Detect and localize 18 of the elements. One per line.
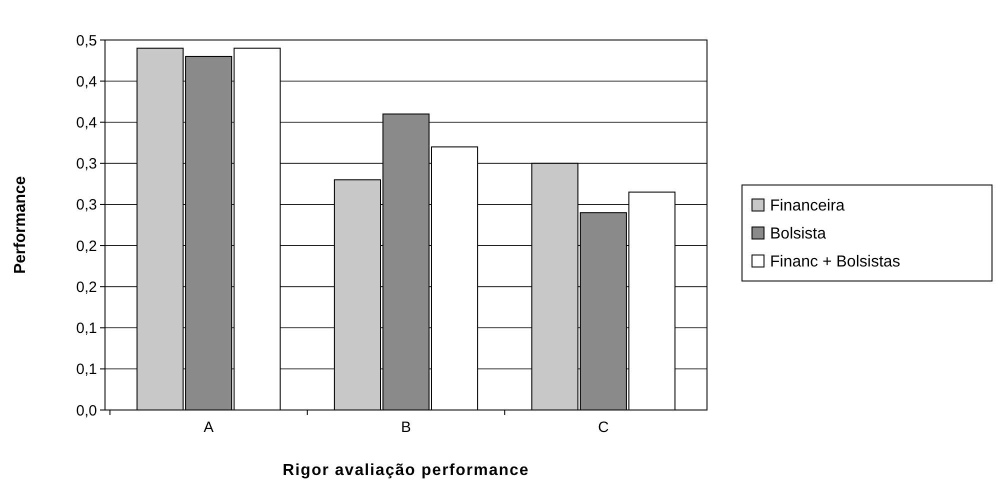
x-tick-label: A [204,419,214,436]
y-tick-label: 0,1 [76,361,97,378]
y-tick-label: 0,1 [76,320,97,338]
x-tick-label: C [598,419,609,436]
y-tick-label: 0,0 [76,402,97,420]
y-tick-label: 0,2 [76,278,97,296]
legend-label: Financ + Bolsistas [770,254,900,271]
y-tick-label: 0,3 [76,156,97,173]
y-tick-label: 0,4 [76,114,97,132]
y-tick-label: 0,5 [76,32,97,50]
y-tick-label: 0,3 [76,196,97,214]
legend-label: Financeira [770,198,845,215]
legend-label: Bolsista [770,226,826,243]
y-tick-label: 0,2 [76,238,97,255]
x-tick-label: B [400,419,412,436]
x-axis-title: Rigor avaliação performance [282,462,530,479]
y-axis-title: Performance [12,176,29,274]
y-tick-label: 0,4 [76,73,97,90]
